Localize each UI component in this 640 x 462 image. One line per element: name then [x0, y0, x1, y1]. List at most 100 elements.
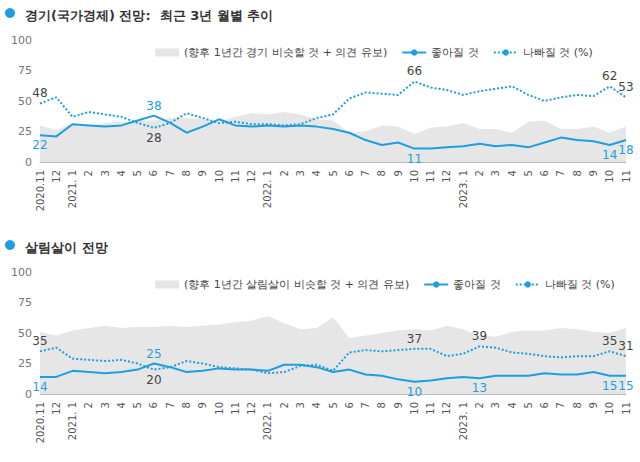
svg-text:3: 3 — [295, 402, 306, 408]
svg-text:11: 11 — [407, 152, 422, 166]
svg-text:10: 10 — [604, 170, 615, 183]
svg-text:10: 10 — [214, 402, 225, 415]
svg-text:4: 4 — [507, 170, 518, 176]
svg-text:3: 3 — [100, 170, 111, 176]
svg-text:38: 38 — [146, 99, 161, 113]
svg-text:11: 11 — [425, 402, 436, 415]
svg-text:9: 9 — [197, 402, 208, 408]
svg-text:2: 2 — [83, 402, 94, 408]
svg-text:10: 10 — [407, 385, 422, 399]
svg-text:50: 50 — [18, 95, 32, 108]
svg-text:2020.11: 2020.11 — [35, 170, 46, 211]
svg-text:10: 10 — [214, 170, 225, 183]
svg-text:39: 39 — [472, 329, 487, 343]
svg-text:2021. 1: 2021. 1 — [67, 402, 78, 440]
svg-text:2: 2 — [474, 402, 485, 408]
svg-text:75: 75 — [18, 64, 32, 77]
svg-text:10: 10 — [409, 170, 420, 183]
svg-text:2: 2 — [279, 402, 290, 408]
svg-text:53: 53 — [618, 80, 633, 94]
svg-text:15: 15 — [602, 379, 617, 393]
svg-text:6: 6 — [539, 402, 550, 408]
svg-text:나빠질 것 (%): 나빠질 것 (%) — [545, 278, 615, 291]
svg-text:12: 12 — [441, 402, 452, 415]
svg-text:6: 6 — [539, 170, 550, 176]
svg-text:62: 62 — [602, 69, 617, 83]
svg-text:18: 18 — [618, 143, 633, 157]
svg-text:12: 12 — [51, 402, 62, 415]
svg-text:8: 8 — [376, 170, 387, 176]
svg-text:7: 7 — [360, 170, 371, 176]
svg-text:4: 4 — [507, 402, 518, 408]
svg-text:6: 6 — [344, 402, 355, 408]
svg-text:12: 12 — [246, 402, 257, 415]
svg-text:11: 11 — [425, 170, 436, 183]
svg-text:100: 100 — [11, 34, 32, 47]
svg-text:3: 3 — [490, 170, 501, 176]
svg-text:0: 0 — [25, 388, 32, 401]
svg-text:8: 8 — [572, 402, 583, 408]
svg-text:4: 4 — [116, 402, 127, 408]
svg-text:48: 48 — [32, 86, 47, 100]
svg-text:13: 13 — [472, 381, 487, 395]
svg-text:9: 9 — [197, 170, 208, 176]
svg-text:15: 15 — [618, 379, 633, 393]
svg-text:35: 35 — [602, 334, 617, 348]
svg-text:25: 25 — [146, 347, 161, 361]
svg-text:4: 4 — [311, 170, 322, 176]
svg-text:살림살이 전망: 살림살이 전망 — [25, 240, 108, 255]
svg-text:좋아질 것: 좋아질 것 — [431, 46, 479, 59]
svg-text:25: 25 — [18, 357, 32, 370]
svg-text:22: 22 — [32, 138, 47, 152]
svg-text:14: 14 — [32, 380, 47, 394]
svg-text:(향후 1년간 경기 비슷할 것 + 의견 유보): (향후 1년간 경기 비슷할 것 + 의견 유보) — [184, 46, 387, 59]
svg-text:3: 3 — [490, 402, 501, 408]
svg-text:35: 35 — [32, 334, 47, 348]
svg-text:9: 9 — [588, 170, 599, 176]
svg-text:3: 3 — [295, 170, 306, 176]
svg-text:5: 5 — [132, 402, 143, 408]
svg-text:11: 11 — [621, 170, 632, 183]
svg-text:11: 11 — [621, 402, 632, 415]
svg-text:8: 8 — [572, 170, 583, 176]
svg-text:5: 5 — [328, 170, 339, 176]
svg-text:12: 12 — [441, 170, 452, 183]
svg-text:7: 7 — [555, 170, 566, 176]
svg-text:6: 6 — [344, 170, 355, 176]
svg-text:2022. 1: 2022. 1 — [262, 402, 273, 440]
svg-text:7: 7 — [555, 402, 566, 408]
svg-text:2: 2 — [279, 170, 290, 176]
svg-text:5: 5 — [328, 402, 339, 408]
svg-text:6: 6 — [148, 402, 159, 408]
svg-text:37: 37 — [407, 332, 422, 346]
svg-text:6: 6 — [148, 170, 159, 176]
svg-text:8: 8 — [181, 402, 192, 408]
svg-text:4: 4 — [311, 402, 322, 408]
svg-text:2021. 1: 2021. 1 — [67, 170, 78, 208]
svg-text:11: 11 — [230, 402, 241, 415]
svg-text:11: 11 — [230, 170, 241, 183]
svg-text:나빠질 것 (%): 나빠질 것 (%) — [523, 46, 593, 59]
svg-text:25: 25 — [18, 125, 32, 138]
svg-text:100: 100 — [11, 266, 32, 279]
svg-text:5: 5 — [523, 402, 534, 408]
svg-text:12: 12 — [246, 170, 257, 183]
svg-text:28: 28 — [146, 131, 161, 145]
svg-text:12: 12 — [51, 170, 62, 183]
svg-text:5: 5 — [523, 170, 534, 176]
svg-text:7: 7 — [165, 402, 176, 408]
svg-text:5: 5 — [132, 170, 143, 176]
svg-text:8: 8 — [181, 170, 192, 176]
svg-text:50: 50 — [18, 327, 32, 340]
svg-text:(향후 1년간 살림살이 비슷할 것 + 의견 유보): (향후 1년간 살림살이 비슷할 것 + 의견 유보) — [184, 278, 409, 291]
svg-text:2020.11: 2020.11 — [35, 402, 46, 443]
svg-text:경기(국가경제) 전망: 최근 3년 월별 추이: 경기(국가경제) 전망: 최근 3년 월별 추이 — [25, 8, 273, 23]
svg-text:7: 7 — [165, 170, 176, 176]
svg-text:좋아질 것: 좋아질 것 — [453, 278, 501, 291]
svg-text:9: 9 — [588, 402, 599, 408]
svg-text:8: 8 — [376, 402, 387, 408]
svg-text:14: 14 — [602, 148, 617, 162]
svg-text:2: 2 — [474, 170, 485, 176]
svg-text:10: 10 — [604, 402, 615, 415]
svg-text:66: 66 — [407, 64, 422, 78]
